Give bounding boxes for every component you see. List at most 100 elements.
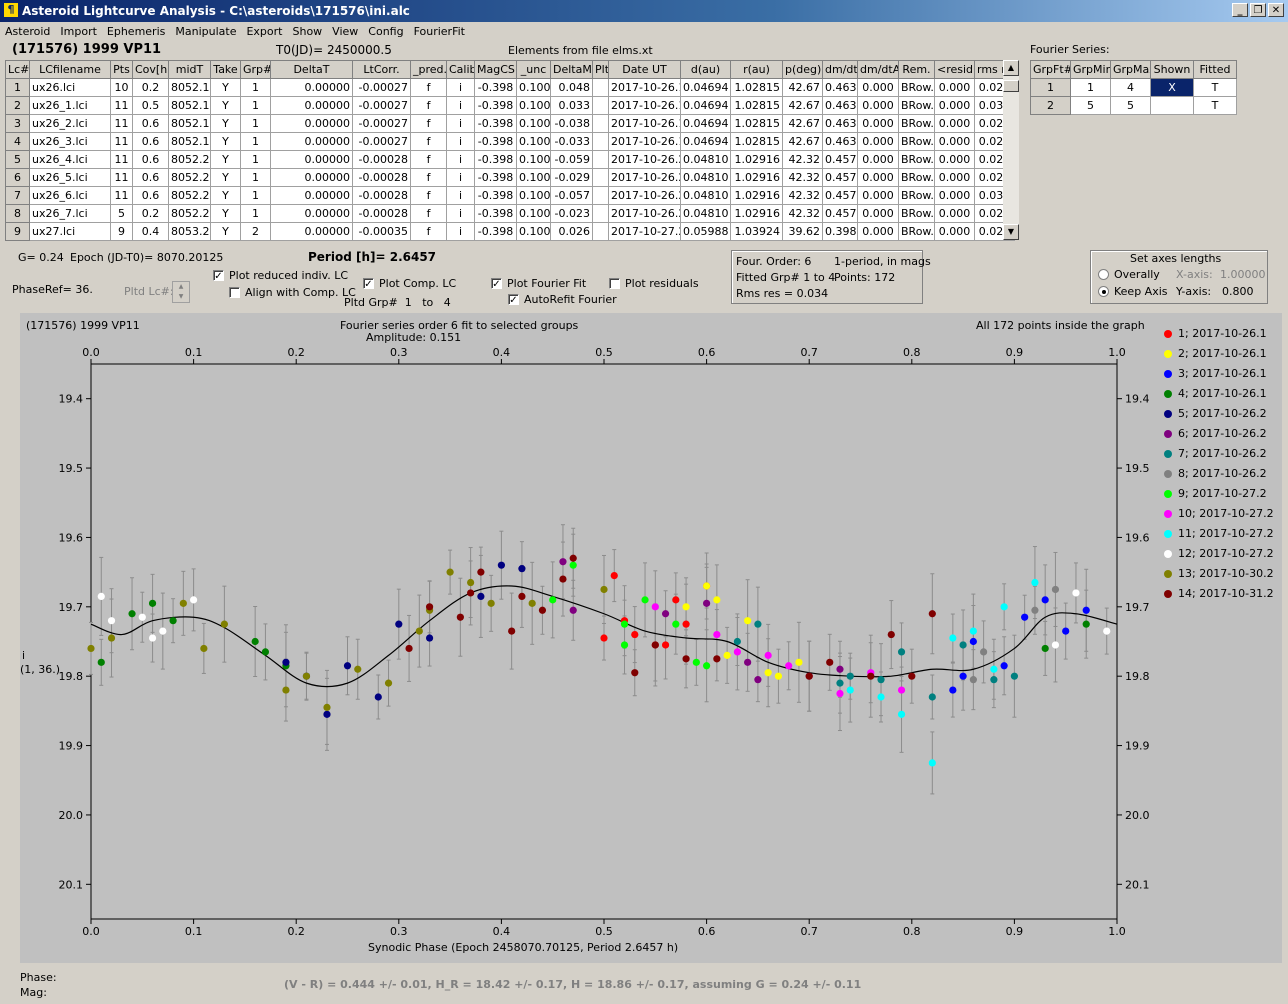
table-cell[interactable]: 0.457: [822, 168, 858, 187]
column-header[interactable]: dm/dt: [822, 60, 858, 79]
column-header[interactable]: Grp#: [240, 60, 271, 79]
table-cell[interactable]: 0.000: [857, 114, 899, 133]
table-cell[interactable]: 0.000: [857, 78, 899, 97]
table-cell[interactable]: 42.32: [782, 150, 823, 169]
table-cell[interactable]: 2017-10-26.1: [608, 132, 681, 151]
table-cell[interactable]: i: [446, 168, 475, 187]
table-cell[interactable]: [592, 78, 609, 97]
menu-show[interactable]: Show: [292, 25, 323, 38]
table-cell[interactable]: -0.00027: [352, 78, 411, 97]
table-cell[interactable]: 42.67: [782, 78, 823, 97]
fourier-column-header[interactable]: GrpFt#: [1030, 60, 1071, 79]
table-cell[interactable]: Y: [210, 150, 241, 169]
table-cell[interactable]: f: [410, 132, 447, 151]
column-header[interactable]: DeltaT: [270, 60, 353, 79]
table-cell[interactable]: 1.02815: [730, 96, 783, 115]
table-cell[interactable]: BRow.: [898, 186, 935, 205]
table-cell[interactable]: 6: [5, 168, 30, 187]
table-cell[interactable]: 1.02916: [730, 168, 783, 187]
table-cell[interactable]: 8052.2: [168, 204, 211, 223]
table-cell[interactable]: f: [410, 222, 447, 241]
table-cell[interactable]: 0.000: [857, 96, 899, 115]
table-cell[interactable]: 0.04810: [680, 150, 731, 169]
table-cell[interactable]: -0.00028: [352, 150, 411, 169]
table-cell[interactable]: 42.67: [782, 114, 823, 133]
table-cell[interactable]: -0.398: [474, 186, 517, 205]
table-cell[interactable]: 8052.1: [168, 132, 211, 151]
table-row[interactable]: 1 ux26.lci 10 0.2 8052.1 Y 1 0.00000 -0.00027 f i -…: [5, 78, 1015, 97]
table-cell[interactable]: 1: [240, 150, 271, 169]
autorefit-checkbox[interactable]: ✓ AutoRefit Fourier: [508, 293, 617, 306]
table-cell[interactable]: -0.00028: [352, 168, 411, 187]
table-cell[interactable]: 0.463: [822, 114, 858, 133]
table-cell[interactable]: ux26_7.lci: [29, 204, 111, 223]
table-cell[interactable]: f: [410, 168, 447, 187]
table-cell[interactable]: 0.100: [516, 96, 551, 115]
table-cell[interactable]: f: [410, 204, 447, 223]
table-cell[interactable]: -0.00027: [352, 114, 411, 133]
table-cell[interactable]: 0.000: [934, 204, 975, 223]
table-cell[interactable]: -0.398: [474, 114, 517, 133]
table-cell[interactable]: Y: [210, 204, 241, 223]
plot-fourier-checkbox[interactable]: ✓ Plot Fourier Fit: [491, 277, 587, 290]
column-header[interactable]: MagCS: [474, 60, 517, 79]
menu-import[interactable]: Import: [60, 25, 97, 38]
table-cell[interactable]: [592, 132, 609, 151]
table-cell[interactable]: 1.03924: [730, 222, 783, 241]
table-cell[interactable]: 0.398: [822, 222, 858, 241]
table-cell[interactable]: 11: [110, 132, 133, 151]
table-cell[interactable]: 0.6: [132, 168, 169, 187]
table-cell[interactable]: -0.00027: [352, 132, 411, 151]
table-cell[interactable]: 0.6: [132, 132, 169, 151]
table-cell[interactable]: 8053.2: [168, 222, 211, 241]
table-cell[interactable]: 1: [5, 78, 30, 97]
table-cell[interactable]: 11: [110, 186, 133, 205]
fourier-column-header[interactable]: GrpMax: [1110, 60, 1151, 79]
table-cell[interactable]: BRow.: [898, 168, 935, 187]
table-cell[interactable]: 0.100: [516, 186, 551, 205]
column-header[interactable]: dm/dtA: [857, 60, 899, 79]
table-cell[interactable]: 0.000: [857, 150, 899, 169]
table-cell[interactable]: ux26_4.lci: [29, 150, 111, 169]
scroll-up-button[interactable]: ▲: [1003, 60, 1019, 76]
table-cell[interactable]: ux26_3.lci: [29, 132, 111, 151]
table-cell[interactable]: 0.5: [132, 96, 169, 115]
table-cell[interactable]: i: [446, 204, 475, 223]
table-cell[interactable]: 0.04810: [680, 168, 731, 187]
table-cell[interactable]: i: [446, 96, 475, 115]
table-cell[interactable]: 0.2: [132, 204, 169, 223]
column-header[interactable]: DeltaM: [550, 60, 593, 79]
table-cell[interactable]: 0.00000: [270, 114, 353, 133]
pltd-lc-spinner[interactable]: ▲ ▼: [172, 281, 190, 303]
fourier-cell[interactable]: 4: [1110, 78, 1151, 97]
table-cell[interactable]: 11: [110, 150, 133, 169]
table-cell[interactable]: Y: [210, 168, 241, 187]
table-cell[interactable]: BRow.: [898, 132, 935, 151]
table-cell[interactable]: 1: [240, 204, 271, 223]
table-cell[interactable]: f: [410, 150, 447, 169]
table-cell[interactable]: 10: [110, 78, 133, 97]
fourier-cell[interactable]: X: [1150, 78, 1194, 97]
minimize-button[interactable]: _: [1232, 3, 1248, 17]
table-cell[interactable]: 0.100: [516, 168, 551, 187]
menu-config[interactable]: Config: [368, 25, 404, 38]
table-cell[interactable]: 0.000: [857, 132, 899, 151]
lightcurve-table[interactable]: Lc# LCfilename Pts Cov[h] midT Take Grp# DeltaT…: [5, 60, 1015, 241]
table-cell[interactable]: 0.04694: [680, 96, 731, 115]
table-cell[interactable]: 2: [240, 222, 271, 241]
column-header[interactable]: Plt: [592, 60, 609, 79]
fourier-cell[interactable]: 1: [1030, 78, 1071, 97]
table-cell[interactable]: 0.000: [934, 96, 975, 115]
table-cell[interactable]: 1.02815: [730, 78, 783, 97]
table-cell[interactable]: [592, 168, 609, 187]
table-cell[interactable]: 0.000: [934, 132, 975, 151]
table-cell[interactable]: 8052.1: [168, 96, 211, 115]
table-cell[interactable]: BRow.: [898, 150, 935, 169]
column-header[interactable]: p(deg): [782, 60, 823, 79]
table-cell[interactable]: 5: [5, 150, 30, 169]
table-cell[interactable]: i: [446, 114, 475, 133]
table-cell[interactable]: 0.000: [857, 204, 899, 223]
column-header[interactable]: _unc: [516, 60, 551, 79]
table-cell[interactable]: 0.000: [934, 78, 975, 97]
